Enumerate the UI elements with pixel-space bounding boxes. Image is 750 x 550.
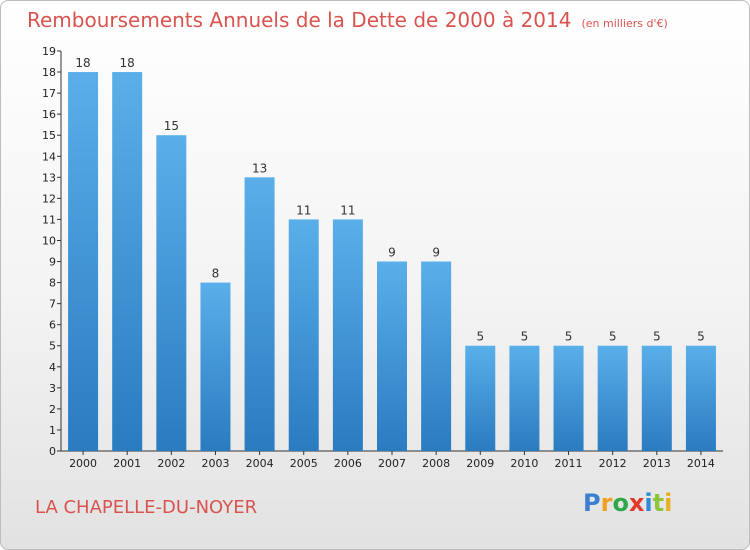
bar [200,282,231,451]
y-tick-label: 15 [42,129,56,142]
y-tick-label: 12 [42,192,56,205]
data-label: 18 [75,56,90,70]
data-label: 11 [340,203,355,217]
x-tick-label: 2002 [157,457,185,470]
x-tick-label: 2003 [201,457,229,470]
y-tick-label: 9 [49,256,56,269]
y-tick-label: 17 [42,87,56,100]
y-tick-label: 2 [49,403,56,416]
data-label: 9 [432,246,440,260]
y-tick-label: 1 [49,424,56,437]
bar [377,261,407,451]
data-label: 9 [388,246,396,260]
data-label: 8 [212,267,220,281]
x-tick-label: 2004 [246,457,274,470]
logo-letter: x [628,489,645,517]
chart-unit: (en milliers d'€) [581,17,668,30]
y-tick-label: 3 [49,382,56,395]
y-tick-label: 14 [42,150,56,163]
data-label: 11 [296,203,311,217]
bar [332,219,363,451]
bar [597,345,628,451]
data-label: 5 [697,330,705,344]
logo-letter: i [664,489,673,517]
y-tick-label: 18 [42,66,56,79]
x-tick-label: 2005 [290,457,318,470]
y-tick-label: 4 [49,361,56,374]
logo-letter: P [583,489,601,517]
bar [244,177,275,451]
y-tick-label: 0 [49,445,56,458]
y-tick-label: 10 [42,234,56,247]
y-tick-label: 7 [49,298,56,311]
x-tick-label: 2009 [466,457,494,470]
x-tick-label: 2012 [599,457,627,470]
bar [68,72,99,451]
bar [465,345,496,451]
bar [685,345,716,451]
data-label: 5 [565,330,573,344]
y-tick-label: 19 [42,45,56,58]
bar [509,345,540,451]
data-label: 5 [609,330,617,344]
data-label: 13 [252,161,267,175]
bar [421,261,452,451]
y-tick-label: 8 [49,277,56,290]
y-tick-label: 6 [49,319,56,332]
y-tick-label: 5 [49,340,56,353]
proxiti-logo: Proxiti [583,489,672,517]
x-tick-label: 2007 [378,457,406,470]
y-tick-label: 16 [42,108,56,121]
logo-letter: i [644,489,653,517]
chart-title-text: Remboursements Annuels de la Dette de 20… [27,8,572,32]
data-label: 5 [476,330,484,344]
bar [156,135,187,452]
x-tick-label: 2008 [422,457,450,470]
x-tick-label: 2011 [555,457,583,470]
x-tick-label: 2001 [113,457,141,470]
data-label: 18 [120,56,135,70]
data-label: 5 [521,330,529,344]
x-tick-label: 2000 [69,457,97,470]
y-tick-label: 11 [42,213,56,226]
commune-name: LA CHAPELLE-DU-NOYER [35,497,258,518]
data-label: 15 [164,119,179,133]
bar [553,345,584,451]
data-label: 5 [653,330,661,344]
logo-letter: t [652,489,665,517]
logo-letter: o [612,489,629,517]
y-tick-label: 13 [42,171,56,184]
x-tick-label: 2010 [510,457,538,470]
x-tick-label: 2014 [687,457,715,470]
bar [288,219,319,451]
logo-letter: r [600,489,613,517]
bar [112,72,143,451]
x-tick-label: 2013 [643,457,671,470]
x-tick-label: 2006 [334,457,362,470]
chart-title: Remboursements Annuels de la Dette de 20… [27,8,668,32]
bar [641,345,672,451]
